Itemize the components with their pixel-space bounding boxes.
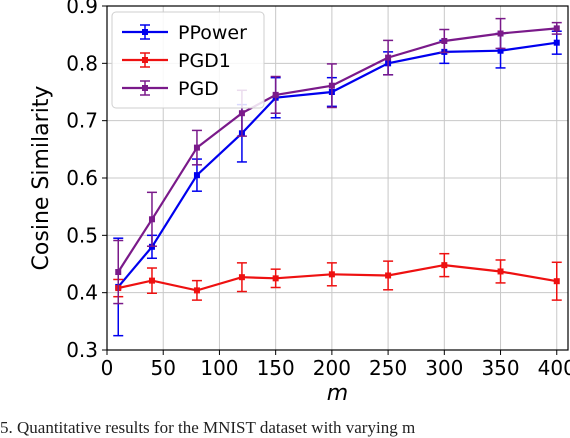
legend-swatch-marker [142, 57, 148, 63]
x-tick-label: 400 [538, 356, 570, 380]
legend-box [111, 11, 265, 109]
x-tick-label: 50 [150, 356, 175, 380]
x-tick-label: 150 [257, 356, 295, 380]
legend-label: PGD1 [178, 50, 231, 72]
legend-item-ppower: PPower [122, 22, 247, 44]
legend-swatch-marker [142, 29, 148, 35]
x-tick-label: 250 [369, 356, 407, 380]
pgd1-line [117, 263, 557, 292]
ppower-point [497, 47, 504, 54]
pgd-point [238, 110, 245, 117]
y-tick-label: 0.7 [66, 109, 98, 133]
series-layer [113, 17, 562, 337]
x-tick-label: 100 [200, 356, 238, 380]
pgd-point [148, 216, 155, 223]
plot-frame [106, 5, 569, 351]
legend-label: PPower [178, 22, 247, 44]
pgd-point [115, 269, 122, 276]
pgd1-point [441, 262, 448, 269]
x-axis-label: m [327, 381, 348, 406]
pgd1-point [238, 274, 245, 281]
ppower-point [193, 172, 200, 179]
ppower-line [117, 41, 557, 288]
pgd1-point [553, 278, 560, 285]
pgd-point [272, 91, 279, 98]
figure-caption: 5. Quantitative results for the MNIST da… [0, 418, 416, 437]
pgd1-point [193, 287, 200, 294]
y-tick-label: 0.5 [66, 223, 98, 247]
y-tick-label: 0.3 [66, 338, 98, 362]
pgd1-point [497, 268, 504, 275]
pgd-point [193, 144, 200, 151]
legend: PPower PGD1 PGD [111, 11, 265, 109]
y-axis-ticks: 0.3 0.4 0.5 0.6 0.7 0.8 0.9 [66, 0, 107, 362]
pgd1-point [272, 275, 279, 282]
legend-label: PGD [178, 78, 219, 100]
y-axis-label: Cosine Similarity [29, 86, 54, 271]
x-tick-label: 350 [481, 356, 519, 380]
x-tick-label: 300 [425, 356, 463, 380]
pgd1-point [328, 271, 335, 278]
pgd-point [328, 82, 335, 89]
pgd1-point [385, 272, 392, 279]
y-tick-label: 0.9 [66, 0, 98, 18]
x-axis-ticks: 0 50 100 150 200 250 300 350 400 [101, 350, 570, 380]
pgd-point [497, 30, 504, 37]
pgd1-point [148, 277, 155, 284]
y-tick-label: 0.4 [66, 281, 98, 305]
y-tick-label: 0.8 [66, 51, 98, 75]
y-tick-label: 0.6 [66, 166, 98, 190]
pgd-point [553, 25, 560, 32]
series-pgd [113, 17, 562, 305]
chart: 0 50 100 150 200 250 300 350 400 0.3 0.4 0.5 0.6 0.7… [29, 0, 570, 406]
legend-swatch-marker [142, 85, 148, 91]
pgd-point [441, 37, 448, 44]
pgd-line [117, 27, 557, 273]
legend-item-pgd1: PGD1 [122, 50, 231, 72]
legend-item-pgd: PGD [122, 78, 219, 100]
pgd-point [385, 54, 392, 61]
x-tick-label: 0 [101, 356, 114, 380]
x-tick-label: 200 [313, 356, 351, 380]
ppower-point [553, 39, 560, 46]
series-pgd1 [113, 252, 562, 301]
